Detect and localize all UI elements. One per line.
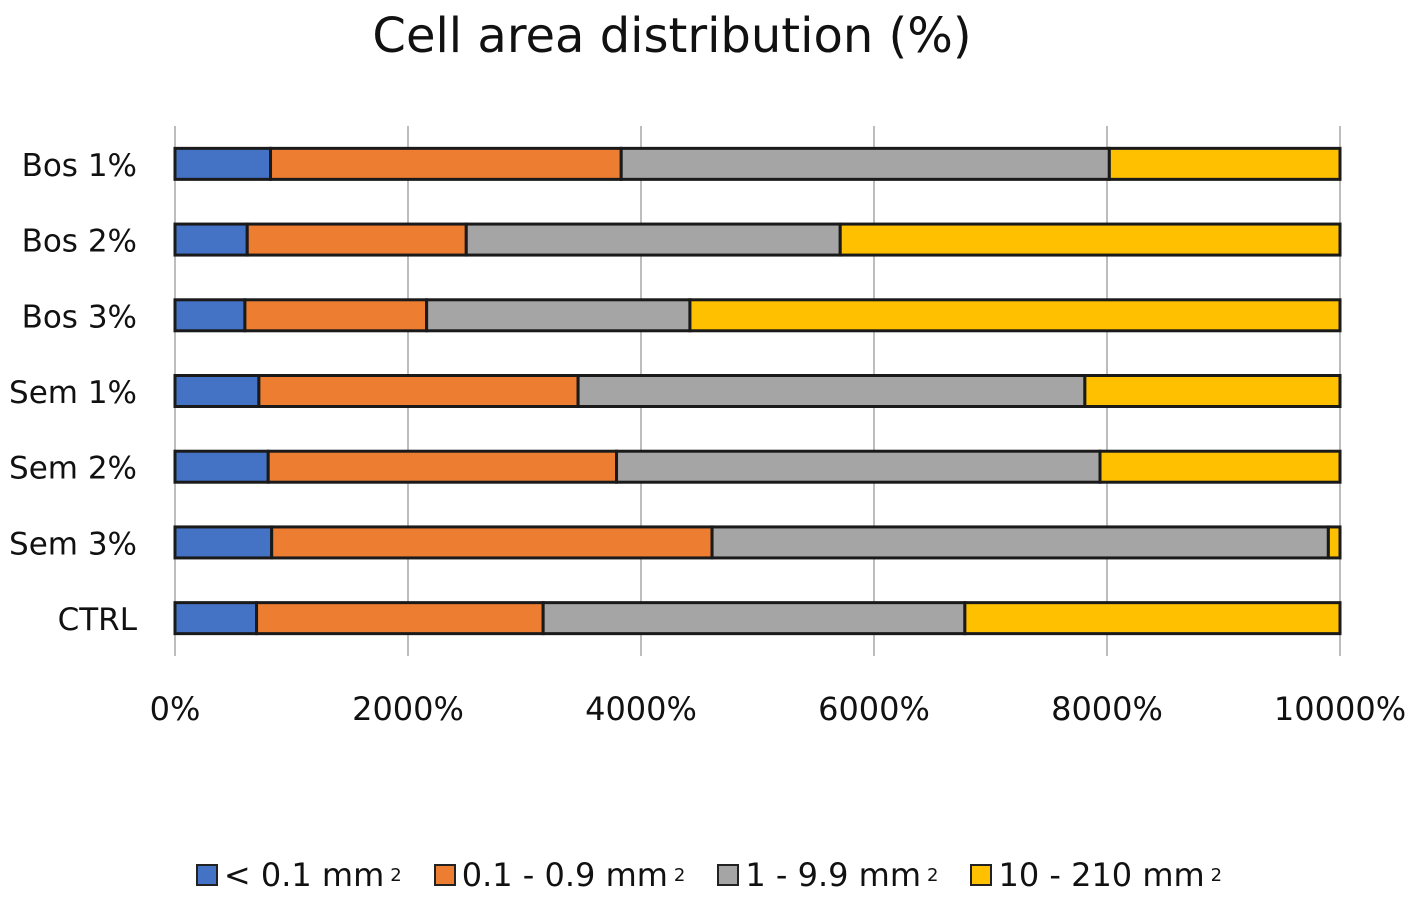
bar-segment bbox=[1107, 146, 1342, 181]
legend-label-superscript: 2 bbox=[1210, 864, 1223, 886]
y-tick-label: Bos 2% bbox=[22, 224, 137, 260]
y-tick-label: Sem 3% bbox=[9, 526, 137, 562]
x-tick-label: 2000% bbox=[352, 690, 464, 728]
bar-segment bbox=[576, 374, 1087, 408]
bar-segment bbox=[688, 298, 1342, 333]
bar-segment bbox=[1098, 449, 1342, 484]
bar-segment bbox=[173, 222, 249, 257]
legend-swatch bbox=[717, 864, 740, 886]
bar-segment bbox=[255, 601, 545, 636]
legend: < 0.1 mm 2 0.1 - 0.9 mm 2 1 - 9.9 mm 2 10 - 21… bbox=[0, 856, 1418, 894]
legend-label-superscript: 2 bbox=[390, 864, 402, 886]
bar-segment bbox=[269, 146, 623, 181]
legend-label-superscript: 2 bbox=[927, 864, 939, 886]
bar-segment bbox=[173, 449, 270, 484]
bar-segment bbox=[173, 298, 247, 333]
legend-item: 1 - 9.9 mm 2 bbox=[717, 856, 938, 894]
bar-segment bbox=[270, 525, 714, 560]
bar-segment bbox=[963, 601, 1342, 636]
bar-segment bbox=[838, 222, 1342, 257]
legend-swatch bbox=[970, 864, 993, 886]
bar-segment bbox=[619, 146, 1111, 181]
legend-label: < 0.1 mm bbox=[223, 856, 385, 894]
bar-segment bbox=[173, 525, 274, 560]
bar-segment bbox=[257, 374, 580, 408]
legend-item: 10 - 210 mm 2 bbox=[970, 856, 1222, 894]
bar-segment bbox=[464, 222, 842, 257]
x-tick-label: 4000% bbox=[585, 690, 697, 728]
bar-segment bbox=[266, 449, 619, 484]
legend-item: < 0.1 mm 2 bbox=[195, 856, 402, 894]
bar-segment bbox=[615, 449, 1102, 484]
y-tick-label: Bos 1% bbox=[22, 148, 137, 184]
y-tick-label: Bos 3% bbox=[22, 299, 137, 335]
legend-label: 1 - 9.9 mm bbox=[745, 856, 922, 894]
chart-title: Cell area distribution (%) bbox=[372, 8, 972, 64]
legend-label: 0.1 - 0.9 mm bbox=[461, 856, 668, 894]
y-tick-label: Sem 1% bbox=[9, 375, 137, 411]
bar-segment bbox=[245, 222, 468, 257]
legend-swatch bbox=[195, 864, 218, 886]
bar-segment bbox=[425, 298, 692, 333]
bar-segment bbox=[1326, 525, 1342, 560]
bar-segment bbox=[1083, 374, 1342, 408]
y-tick-label: CTRL bbox=[58, 602, 138, 638]
x-tick-label: 0% bbox=[150, 690, 201, 728]
bar-segment bbox=[173, 601, 259, 636]
bar-segment bbox=[243, 298, 429, 333]
bar-segment bbox=[173, 146, 273, 181]
legend-label: 10 - 210 mm bbox=[998, 856, 1205, 894]
bar-segment bbox=[541, 601, 967, 636]
legend-item: 0.1 - 0.9 mm 2 bbox=[433, 856, 686, 894]
x-tick-label: 6000% bbox=[818, 690, 930, 728]
x-tick-label: 8000% bbox=[1051, 690, 1163, 728]
bar-segment bbox=[173, 374, 261, 408]
legend-swatch bbox=[433, 864, 456, 886]
y-tick-label: Sem 2% bbox=[9, 451, 137, 487]
x-tick-label: 10000% bbox=[1274, 690, 1406, 728]
legend-label-superscript: 2 bbox=[673, 864, 686, 886]
bar-segment bbox=[710, 525, 1330, 560]
